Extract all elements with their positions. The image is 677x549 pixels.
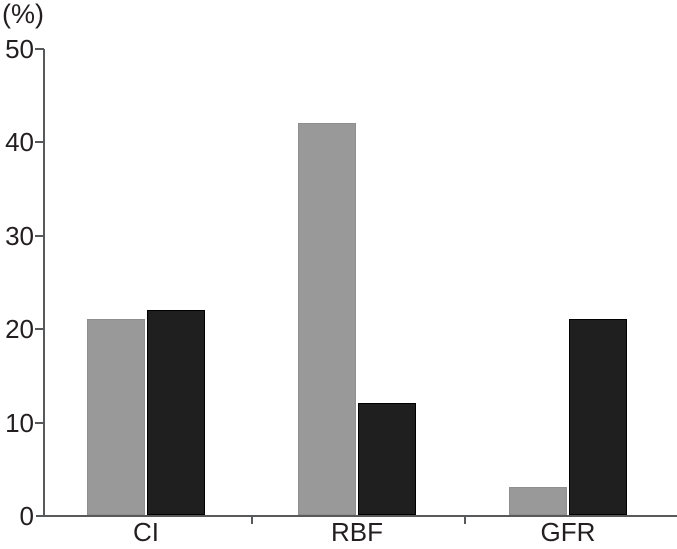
bar-rbf-black [358,403,416,515]
y-tick-40 [35,141,44,143]
y-tick-30 [35,235,44,237]
y-tick-label-40: 40 [5,127,34,157]
y-tick-label-20: 20 [5,314,34,344]
x-category-label-ci: CI [133,517,159,547]
bar-ci-black [147,310,205,515]
y-tick-label-30: 30 [5,221,34,251]
bar-rbf-gray [298,123,356,515]
bar-gfr-black [569,319,627,515]
y-axis [43,49,45,516]
x-axis [36,515,677,517]
y-tick-50 [35,48,44,50]
y-axis-unit-label: (%) [2,0,44,29]
x-category-label-rbf: RBF [331,517,383,547]
bar-ci-gray [87,319,145,515]
y-tick-label-50: 50 [5,34,34,64]
y-tick-label-10: 10 [5,408,34,438]
x-divider-tick-2 [464,517,466,524]
y-tick-10 [35,422,44,424]
x-divider-tick-1 [251,517,253,524]
y-tick-label-0: 0 [19,501,34,531]
y-tick-20 [35,328,44,330]
x-category-label-gfr: GFR [540,517,596,547]
bar-gfr-gray [509,487,567,515]
